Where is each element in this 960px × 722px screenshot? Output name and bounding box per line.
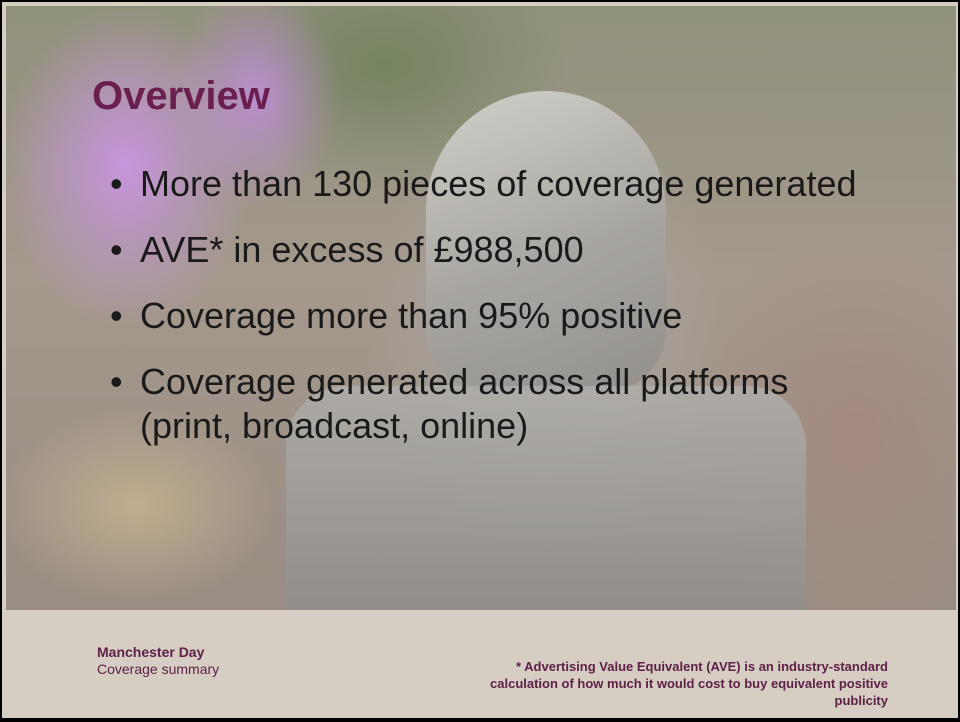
- bullet-text: More than 130 pieces of coverage generat…: [140, 163, 856, 204]
- footer-branding: Manchester Day Coverage summary: [97, 644, 219, 678]
- bullet-marker: •: [110, 228, 123, 272]
- bullet-marker: •: [110, 360, 123, 404]
- bullet-marker: •: [110, 162, 123, 206]
- bullet-list: • More than 130 pieces of coverage gener…: [110, 162, 870, 470]
- bullet-item: • More than 130 pieces of coverage gener…: [110, 162, 870, 206]
- event-name: Manchester Day: [97, 644, 219, 661]
- footnote: * Advertising Value Equivalent (AVE) is …: [488, 658, 888, 709]
- bullet-marker: •: [110, 294, 123, 338]
- bullet-item: • Coverage generated across all platform…: [110, 360, 870, 448]
- bullet-text: AVE* in excess of £988,500: [140, 229, 584, 270]
- bullet-item: • AVE* in excess of £988,500: [110, 228, 870, 272]
- bullet-text: Coverage generated across all platforms …: [140, 361, 788, 446]
- footer-subtitle: Coverage summary: [97, 661, 219, 678]
- slide-title: Overview: [92, 74, 270, 119]
- bullet-text: Coverage more than 95% positive: [140, 295, 682, 336]
- bullet-item: • Coverage more than 95% positive: [110, 294, 870, 338]
